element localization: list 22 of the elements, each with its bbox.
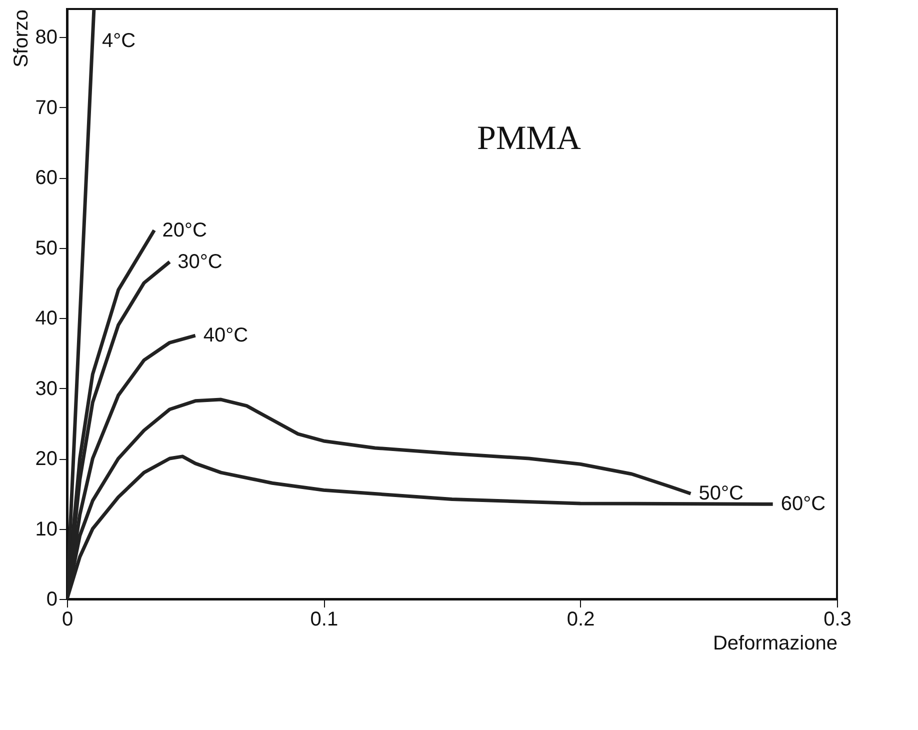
series-label: 20°C xyxy=(162,219,207,242)
y-tick-label: 50 xyxy=(35,237,58,260)
y-tick-label: 0 xyxy=(46,588,58,610)
series-label: 4°C xyxy=(102,30,136,52)
y-tick-label: 10 xyxy=(35,518,58,540)
x-tick-label: 0 xyxy=(62,608,74,630)
annotation: PMMA xyxy=(477,120,582,157)
x-tick-label: 0.2 xyxy=(566,608,595,630)
series-label: 40°C xyxy=(203,324,248,347)
x-tick-label: 0.1 xyxy=(310,608,338,630)
x-axis-title: Deformazione xyxy=(712,632,838,654)
y-tick-label: 30 xyxy=(35,378,58,400)
y-tick-label: 70 xyxy=(35,96,58,119)
series-label: 50°C xyxy=(698,482,744,505)
y-tick-label: 60 xyxy=(35,167,58,190)
series-label: 30°C xyxy=(178,250,222,273)
y-tick-label: 40 xyxy=(35,308,58,330)
y-axis-title: Sforzo xyxy=(10,10,32,68)
y-tick-label: 80 xyxy=(35,26,58,49)
y-tick-label: 20 xyxy=(35,448,58,470)
series-label: 60°C xyxy=(780,493,826,516)
x-tick-label: 0.3 xyxy=(824,608,852,630)
